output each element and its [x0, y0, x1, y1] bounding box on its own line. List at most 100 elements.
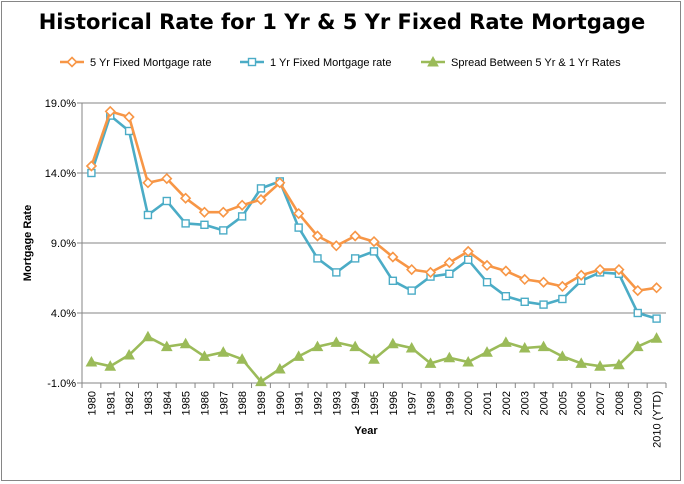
data-point [198, 350, 211, 361]
data-point [255, 375, 267, 387]
data-point [311, 230, 324, 242]
x-tick-label: 1983 [143, 391, 155, 415]
data-point [350, 254, 360, 263]
data-point [575, 357, 588, 368]
x-tick-label: 2005 [557, 391, 569, 415]
data-point [85, 160, 98, 172]
data-point [274, 177, 286, 189]
x-tick-label: 2008 [614, 391, 626, 415]
x-tick-label: 2007 [595, 391, 607, 415]
y-tick-label: 19.0% [45, 98, 76, 110]
data-point [293, 207, 305, 220]
x-tick-label: 1980 [86, 391, 98, 415]
data-point [594, 360, 606, 371]
data-point [255, 193, 267, 206]
data-point [198, 206, 211, 218]
data-point [123, 348, 135, 360]
data-point [292, 350, 305, 361]
x-tick-label: 1994 [350, 391, 362, 415]
data-point [217, 206, 229, 218]
data-point [219, 226, 228, 235]
legend-marker [247, 57, 257, 67]
data-point [462, 245, 474, 258]
data-point [556, 350, 569, 361]
x-tick-label: 2001 [482, 391, 494, 415]
data-point [349, 340, 362, 352]
data-point [142, 177, 154, 189]
data-point [500, 336, 512, 347]
x-tick-label: 1990 [275, 391, 287, 415]
x-tick-label: 2000 [463, 391, 475, 415]
data-point [613, 263, 625, 276]
data-point [633, 308, 642, 318]
x-tick-label: 1995 [369, 391, 381, 415]
legend-item: Spread Between 5 Yr & 1 Yr Rates [421, 55, 621, 69]
series-2 [87, 111, 661, 323]
x-tick-label: 1989 [256, 391, 268, 415]
series-layer [85, 105, 663, 387]
x-tick-label: 1998 [426, 391, 438, 415]
legend-label: 1 Yr Fixed Mortgage rate [270, 57, 391, 69]
y-tick-label: 14.0% [45, 168, 76, 180]
x-tick-label: 1992 [312, 391, 324, 415]
x-tick-label: 1997 [407, 391, 419, 415]
data-point [236, 199, 248, 211]
x-tick-label: 1987 [218, 391, 230, 415]
data-point [368, 235, 380, 248]
data-point [236, 353, 248, 364]
data-point [613, 358, 625, 370]
x-tick-label: 2009 [633, 391, 645, 415]
x-tick-label: 1999 [444, 391, 456, 415]
x-tick-label: 1988 [237, 391, 249, 415]
series-1 [85, 105, 663, 297]
x-tick-label: 2006 [576, 391, 588, 415]
x-axis-ticks: 1980 1981 1982 1983 1984 1985 1986 1987 1988 1989… [81, 383, 667, 448]
legend-label: 5 Yr Fixed Mortgage rate [90, 57, 211, 69]
data-point [237, 212, 247, 221]
data-point [123, 111, 135, 123]
y-tick-label: -1.0% [47, 378, 76, 390]
x-tick-label: 1991 [294, 391, 306, 415]
data-point [181, 219, 190, 228]
data-point [631, 340, 644, 352]
data-point [424, 357, 437, 368]
legend-marker [66, 56, 78, 68]
series-line [90, 114, 657, 320]
data-point [556, 280, 569, 293]
data-point [85, 355, 98, 367]
data-point [369, 247, 379, 256]
data-point [387, 251, 399, 263]
data-point [217, 346, 230, 357]
legend-label: Spread Between 5 Yr & 1 Yr Rates [451, 57, 621, 69]
data-point [519, 273, 531, 286]
data-point [481, 259, 493, 272]
data-point [161, 172, 173, 185]
x-tick-label: 1985 [181, 391, 193, 415]
data-point [386, 337, 399, 349]
y-axis-ticks: 19.0% 14.0% 9.0% 4.0% -1.0% [45, 98, 82, 390]
data-point [407, 286, 416, 295]
x-axis-title: Year [354, 425, 378, 437]
data-point [520, 297, 529, 306]
data-point [104, 105, 116, 118]
data-point [311, 340, 324, 352]
data-point [294, 223, 303, 232]
data-point [500, 265, 512, 277]
data-point [518, 341, 531, 353]
x-tick-label: 1993 [331, 391, 343, 415]
y-tick-label: 4.0% [51, 308, 76, 320]
data-point [632, 284, 644, 297]
data-point [313, 254, 322, 263]
data-point [501, 292, 511, 301]
x-tick-label: 2010 (YTD) [652, 391, 664, 448]
x-tick-label: 2003 [520, 391, 532, 415]
data-point [482, 278, 492, 287]
data-point [650, 332, 663, 343]
data-point [575, 269, 587, 281]
data-point [388, 276, 398, 285]
x-tick-label: 1984 [162, 391, 174, 415]
y-axis-title: Mortgage Rate [22, 205, 34, 281]
data-point [406, 263, 418, 276]
